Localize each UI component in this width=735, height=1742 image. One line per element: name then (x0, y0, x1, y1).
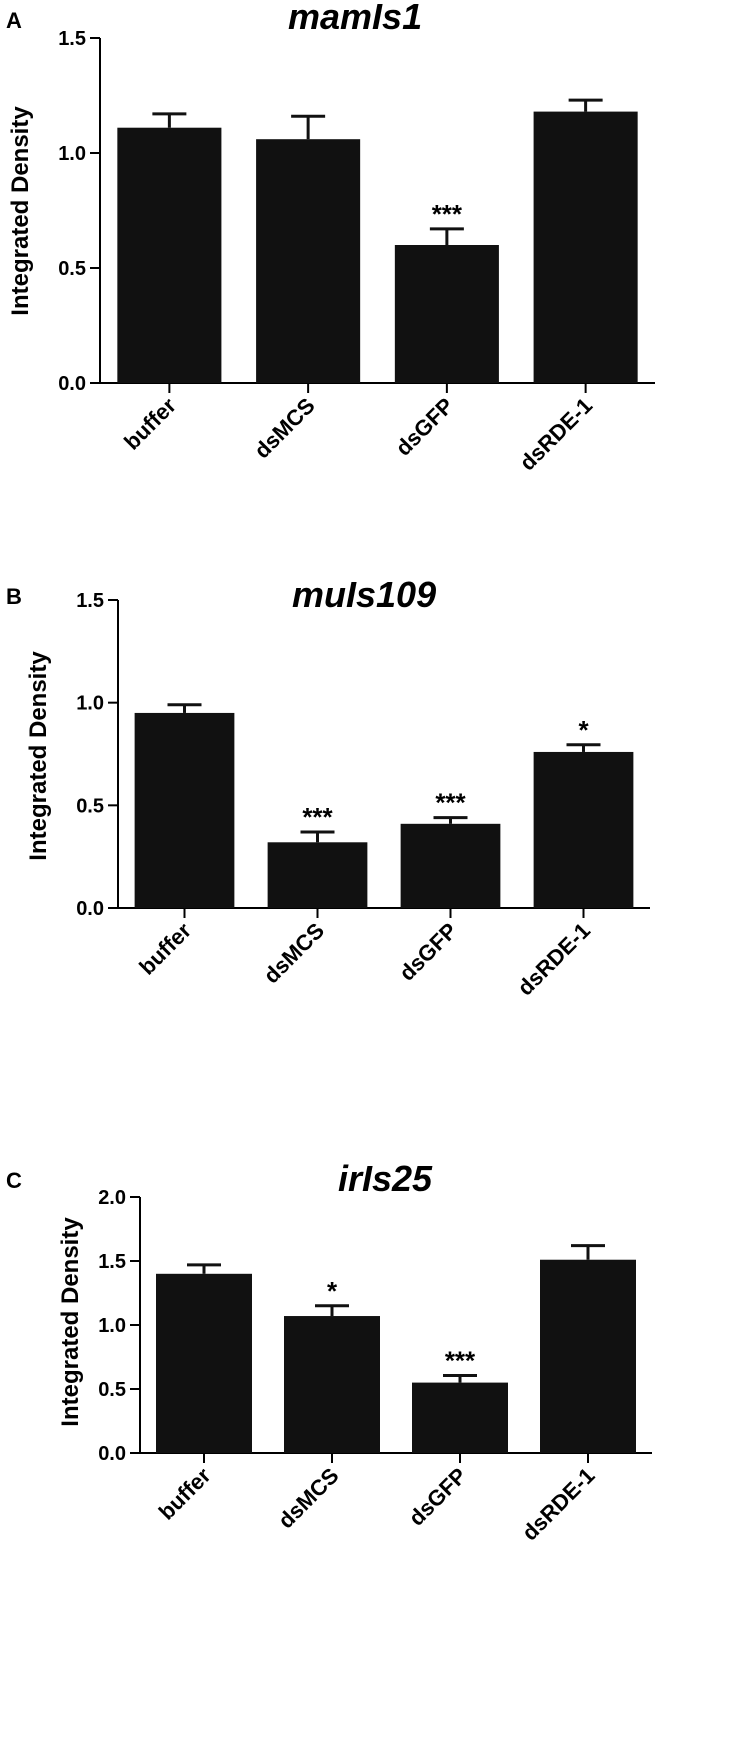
panel-letter: A (6, 8, 22, 33)
y-tick-label: 0.0 (58, 373, 86, 395)
y-tick-label: 1.5 (76, 590, 104, 612)
y-tick-label: 0.0 (98, 1443, 126, 1465)
bar-dsrde-1 (533, 111, 638, 383)
y-tick-label: 1.0 (76, 693, 104, 715)
bar-dsgfp (400, 823, 501, 908)
x-tick-label: buffer (134, 918, 196, 980)
y-tick-label: 1.5 (98, 1251, 126, 1273)
bar-dsgfp (412, 1382, 508, 1453)
bar-dsmcs (267, 842, 368, 908)
y-axis-label: Integrated Density (57, 1217, 84, 1427)
y-axis-label: Integrated Density (7, 106, 34, 316)
y-axis-label: Integrated Density (25, 651, 52, 861)
x-tick-label: dsMCS (249, 393, 319, 463)
bar-dsrde-1 (540, 1259, 636, 1453)
significance-label: *** (445, 1346, 476, 1376)
y-tick-label: 1.0 (58, 143, 86, 165)
x-tick-label: dsRDE-1 (515, 393, 598, 476)
x-tick-label: buffer (119, 393, 181, 455)
y-tick-label: 0.0 (76, 898, 104, 920)
panel-a: A mamIs1 0.0 0.5 1.0 1.5 Integrated Density b… (0, 0, 735, 570)
significance-label: * (578, 715, 589, 745)
y-tick-label: 0.5 (98, 1379, 126, 1401)
panel-c: C irIs25 0.0 0.5 1.0 1.5 2.0 Integrated Densi… (0, 1150, 735, 1742)
chart-title: mamIs1 (288, 0, 423, 37)
panel-letter: B (6, 584, 22, 609)
bar-dsrde-1 (533, 751, 634, 908)
x-tick-label: dsGFP (391, 393, 459, 461)
y-tick-label: 1.5 (58, 28, 86, 50)
bar-dsmcs (284, 1316, 380, 1453)
bar-buffer (156, 1273, 252, 1453)
significance-label: *** (432, 199, 463, 229)
bar-buffer (134, 712, 235, 908)
chart-title: muIs109 (292, 574, 437, 615)
y-tick-label: 0.5 (58, 258, 86, 280)
bar-chart: 0.0 0.5 1.0 1.5 Integrated Density buffer dsMC… (25, 590, 650, 1001)
bar-buffer (117, 127, 222, 383)
chart-title: irIs25 (338, 1158, 433, 1199)
x-tick-label: dsRDE-1 (517, 1463, 600, 1546)
x-tick-label: dsMCS (273, 1463, 343, 1533)
panel-b: B muIs109 0.0 0.5 1.0 1.5 Integrated Density… (0, 570, 735, 1150)
panel-letter: C (6, 1168, 22, 1193)
x-tick-label: dsGFP (394, 918, 462, 986)
significance-label: *** (302, 802, 333, 832)
bar-chart: 0.0 0.5 1.0 1.5 Integrated Density buffer dsMC… (7, 28, 655, 476)
significance-label: * (327, 1276, 338, 1306)
y-tick-label: 2.0 (98, 1187, 126, 1209)
x-tick-label: dsMCS (259, 918, 329, 988)
x-tick-label: dsRDE-1 (513, 918, 596, 1001)
x-tick-label: dsGFP (404, 1463, 472, 1531)
y-tick-label: 0.5 (76, 795, 104, 817)
y-tick-label: 1.0 (98, 1315, 126, 1337)
bar-dsgfp (394, 245, 499, 383)
bar-dsmcs (256, 139, 361, 383)
x-tick-label: buffer (154, 1463, 216, 1525)
significance-label: *** (435, 788, 466, 818)
